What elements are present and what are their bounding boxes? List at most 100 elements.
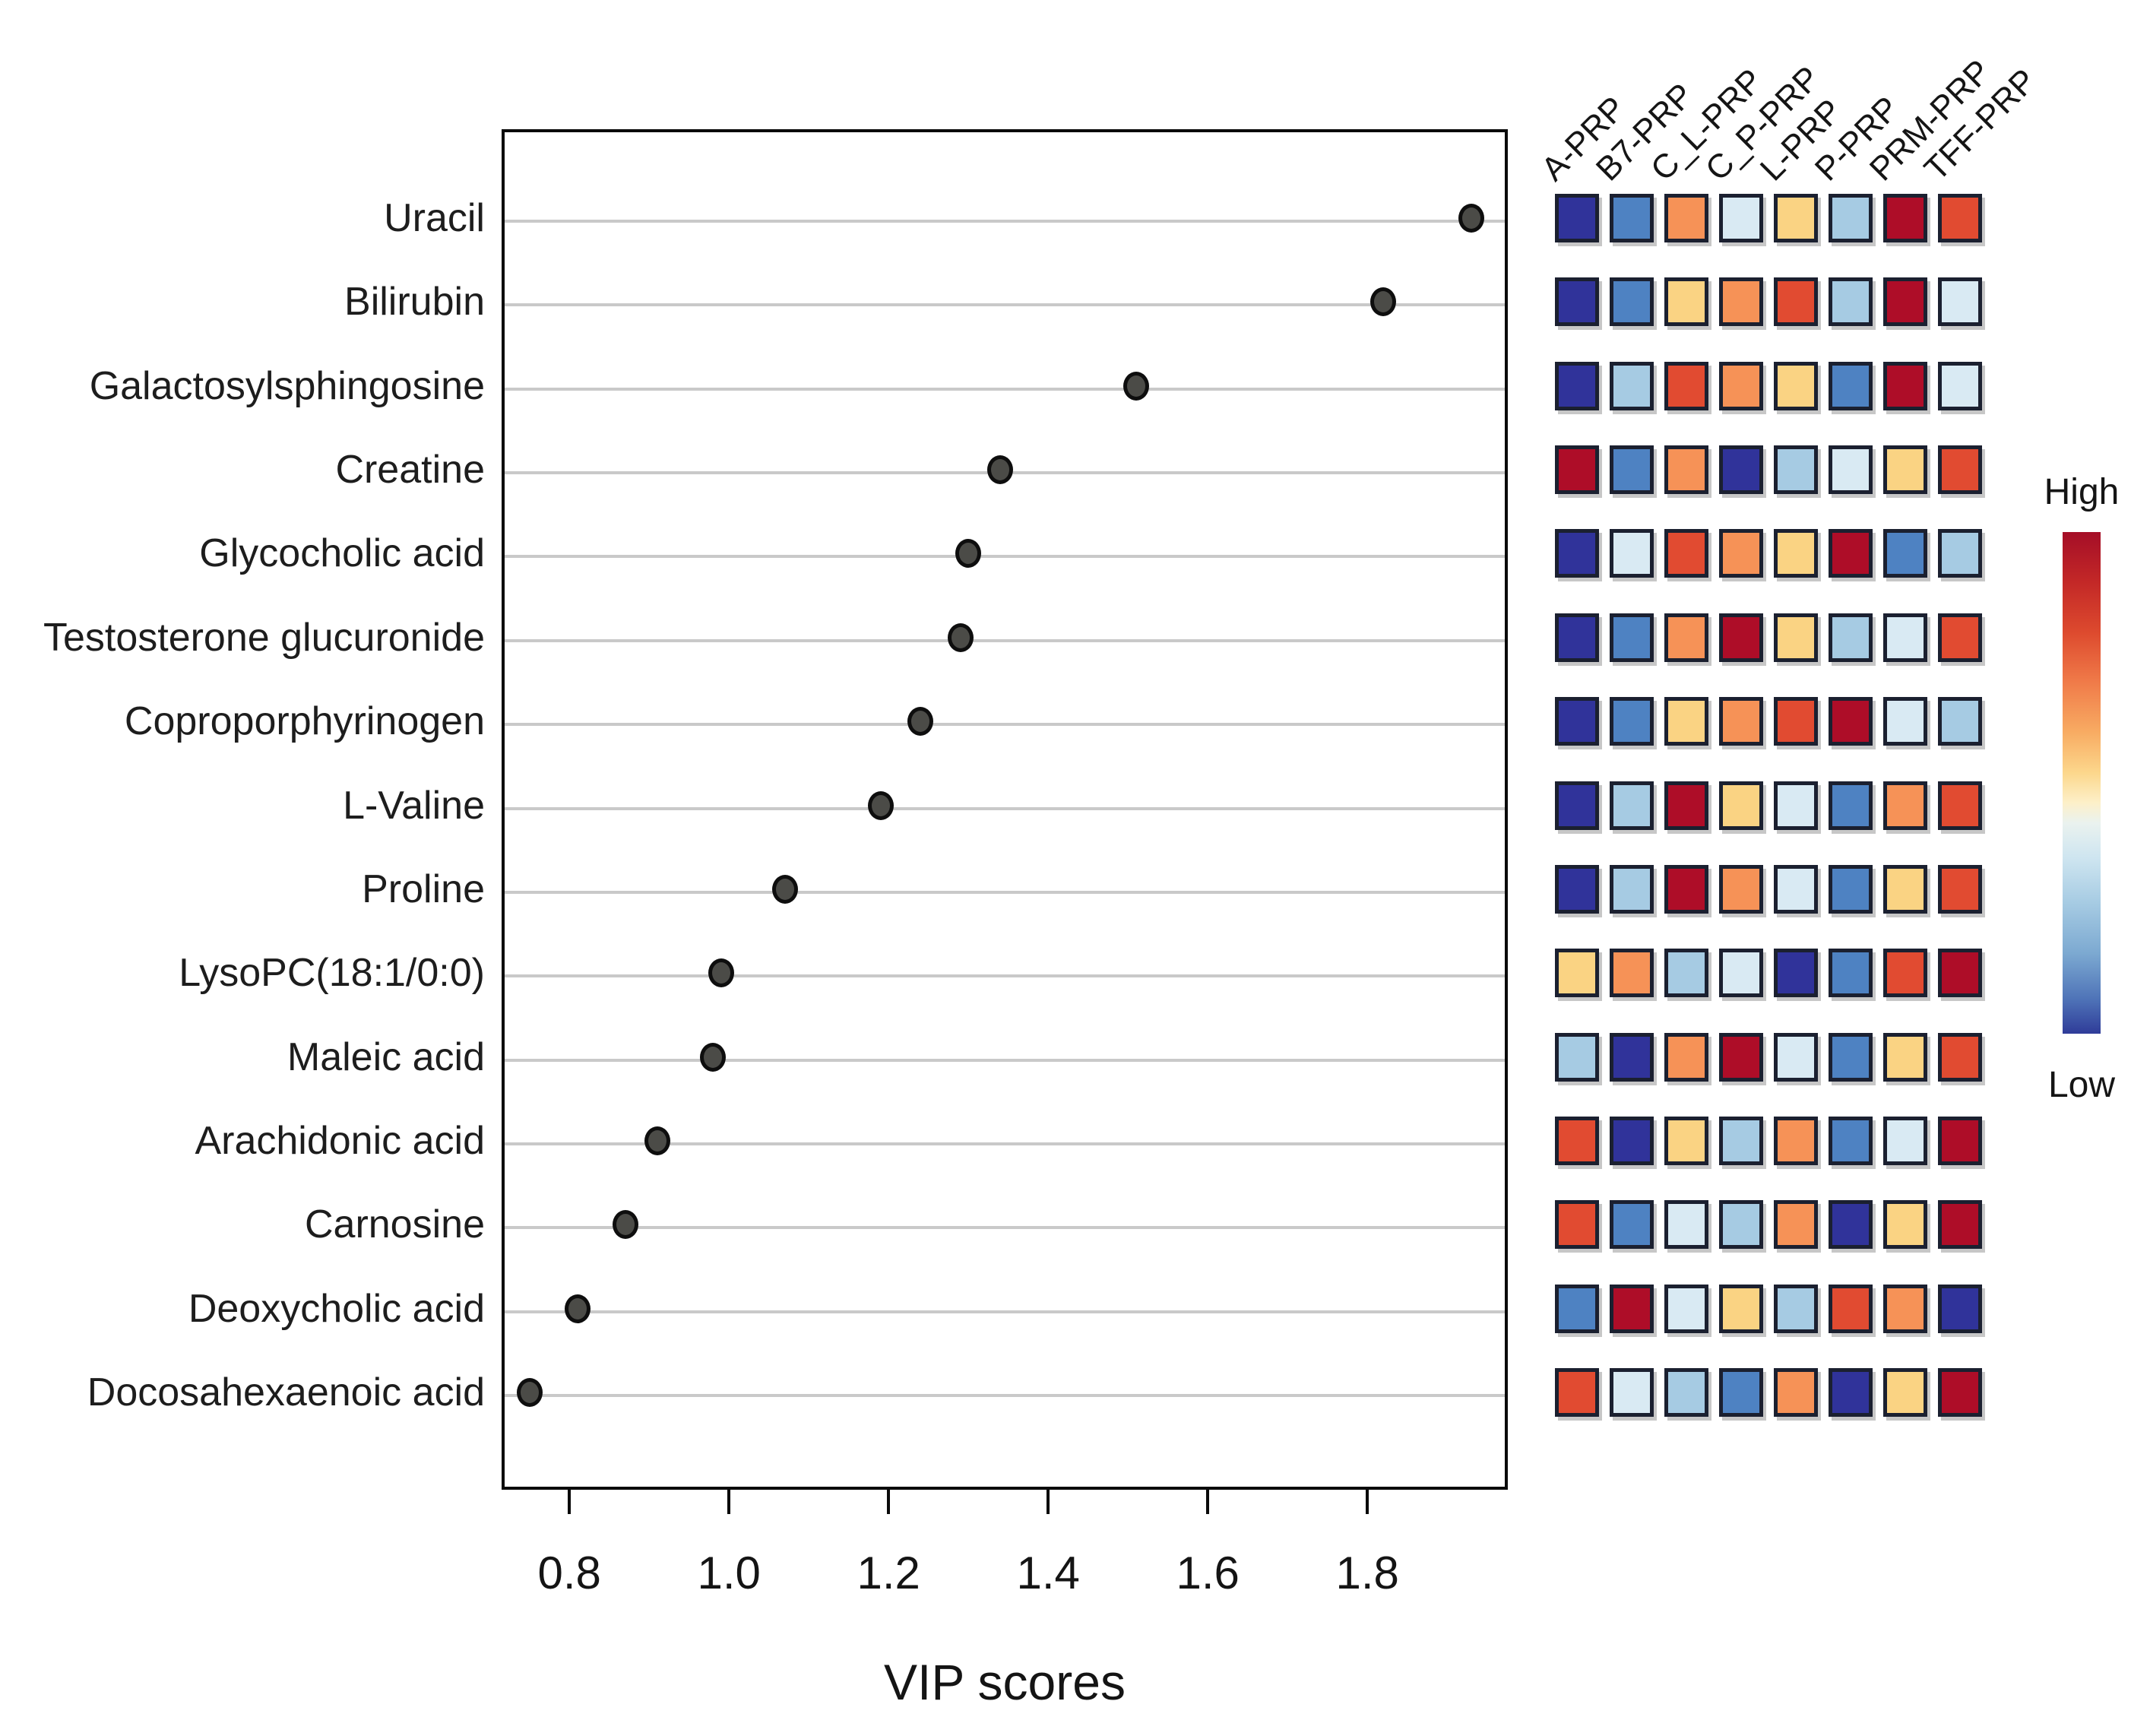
heatmap-cell xyxy=(1938,529,1982,578)
heatmap-cell xyxy=(1610,781,1654,830)
heatmap-cell xyxy=(1719,277,1763,327)
heatmap-cell xyxy=(1883,1032,1927,1082)
heatmap-cell xyxy=(1610,277,1654,327)
heatmap-cell xyxy=(1555,1116,1599,1165)
heatmap-cell xyxy=(1555,194,1599,242)
grid-line xyxy=(505,387,1505,391)
heatmap-cell xyxy=(1774,949,1818,998)
grid-line xyxy=(505,1142,1505,1145)
x-axis-tick xyxy=(568,1490,572,1514)
heatmap-cell xyxy=(1883,613,1927,662)
vip-dot xyxy=(644,1126,670,1155)
heatmap-cell xyxy=(1664,864,1708,914)
x-tick-label: 0.8 xyxy=(537,1548,601,1598)
metabolite-label: Glycocholic acid xyxy=(199,531,485,576)
x-tick-label: 1.8 xyxy=(1335,1548,1399,1598)
heatmap-cell xyxy=(1719,864,1763,914)
x-axis-tick xyxy=(887,1490,891,1514)
heatmap-cell xyxy=(1610,194,1654,242)
heatmap-cell xyxy=(1774,1368,1818,1418)
x-axis-tick xyxy=(1047,1490,1050,1514)
heatmap-cell xyxy=(1610,613,1654,662)
heatmap-cell xyxy=(1938,1032,1982,1082)
vip-dot xyxy=(987,455,1014,485)
metabolite-label: Uracil xyxy=(384,196,485,240)
metabolite-label: L-Valine xyxy=(343,783,485,828)
heatmap-cell xyxy=(1938,1200,1982,1250)
heatmap-cell xyxy=(1774,864,1818,914)
heatmap-cell xyxy=(1555,1284,1599,1333)
scatter-plot-box xyxy=(502,129,1508,1490)
heatmap-cell xyxy=(1719,1200,1763,1250)
heatmap-cell xyxy=(1664,1368,1708,1418)
heatmap-cell xyxy=(1774,781,1818,830)
heatmap-cell xyxy=(1938,1116,1982,1165)
vip-dot xyxy=(1122,371,1149,401)
heatmap-cell xyxy=(1774,445,1818,495)
heatmap-cell xyxy=(1883,194,1927,242)
grid-line xyxy=(505,974,1505,978)
grid-line xyxy=(505,638,1505,642)
metabolite-label: Creatine xyxy=(335,448,485,493)
heatmap-cell xyxy=(1664,697,1708,746)
heatmap-cell xyxy=(1719,1116,1763,1165)
heatmap-cell xyxy=(1774,613,1818,662)
heatmap-cell xyxy=(1719,1284,1763,1333)
vip-dot xyxy=(867,790,894,820)
heatmap-cell xyxy=(1555,277,1599,327)
heatmap-cell xyxy=(1829,781,1873,830)
heatmap-cell xyxy=(1883,697,1927,746)
heatmap-cell xyxy=(1829,194,1873,242)
x-tick-label: 1.0 xyxy=(697,1548,761,1598)
heatmap-cell xyxy=(1664,277,1708,327)
vip-dot xyxy=(955,539,982,569)
vip-dot xyxy=(1370,287,1397,317)
grid-line xyxy=(505,303,1505,307)
heatmap-cell xyxy=(1719,613,1763,662)
colorbar-gradient xyxy=(2063,532,2101,1034)
metabolite-label: Coproporphyrinogen xyxy=(124,699,485,744)
grid-line xyxy=(505,723,1505,727)
heatmap-cell xyxy=(1938,781,1982,830)
metabolite-label: Proline xyxy=(362,866,485,911)
heatmap-cell xyxy=(1883,529,1927,578)
heatmap-cell xyxy=(1829,1116,1873,1165)
heatmap-cell xyxy=(1883,781,1927,830)
heatmap-cell xyxy=(1664,1200,1708,1250)
heatmap-cell xyxy=(1829,1368,1873,1418)
heatmap-cell xyxy=(1883,445,1927,495)
vip-dot xyxy=(771,874,798,904)
vip-dot xyxy=(708,958,734,988)
heatmap-cell xyxy=(1719,194,1763,242)
heatmap-cell xyxy=(1883,361,1927,410)
heatmap-cell xyxy=(1555,864,1599,914)
heatmap-cell xyxy=(1938,613,1982,662)
heatmap-cell xyxy=(1774,697,1818,746)
heatmap-cell xyxy=(1555,445,1599,495)
heatmap-cell xyxy=(1610,864,1654,914)
heatmap-cell xyxy=(1883,1116,1927,1165)
heatmap-cell xyxy=(1829,445,1873,495)
metabolite-label: Deoxycholic acid xyxy=(188,1286,485,1331)
heatmap-cell xyxy=(1774,529,1818,578)
heatmap-cell xyxy=(1829,1284,1873,1333)
vip-dot xyxy=(907,707,934,737)
vip-dot xyxy=(612,1210,638,1240)
heatmap-cell xyxy=(1883,277,1927,327)
heatmap-cell xyxy=(1664,781,1708,830)
heatmap-cell xyxy=(1774,1116,1818,1165)
heatmap-cell xyxy=(1664,194,1708,242)
heatmap-cell xyxy=(1719,445,1763,495)
grid-line xyxy=(505,1226,1505,1230)
grid-line xyxy=(505,890,1505,894)
grid-line xyxy=(505,1394,1505,1398)
heatmap-cell xyxy=(1719,529,1763,578)
heatmap-cell xyxy=(1938,277,1982,327)
heatmap-cell xyxy=(1610,697,1654,746)
heatmap-cell xyxy=(1610,361,1654,410)
heatmap-cell xyxy=(1555,949,1599,998)
heatmap-cell xyxy=(1774,1200,1818,1250)
heatmap-cell xyxy=(1883,1200,1927,1250)
heatmap-cell xyxy=(1883,864,1927,914)
x-axis-tick xyxy=(1206,1490,1210,1514)
